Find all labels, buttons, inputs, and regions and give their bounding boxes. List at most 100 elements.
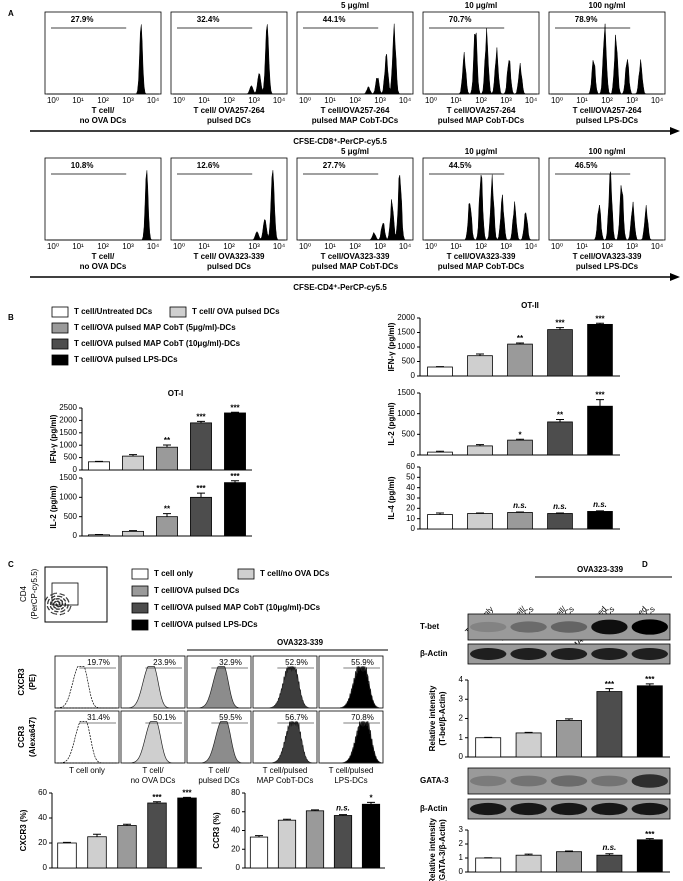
y-axis-label: IL-2 (pg/ml) bbox=[387, 402, 396, 445]
x-tick-label: 10⁴ bbox=[525, 96, 538, 105]
dot bbox=[47, 602, 49, 605]
blot-band bbox=[591, 775, 628, 787]
dot bbox=[49, 603, 52, 606]
x-tick-label: 10² bbox=[349, 242, 361, 251]
y-tick-label: 1000 bbox=[397, 409, 415, 418]
legend-label: T cell/OVA pulsed MAP CobT (10μg/ml)-DCs bbox=[74, 339, 241, 348]
bar bbox=[507, 343, 533, 377]
y-tick-label: 4 bbox=[459, 675, 464, 684]
y-tick-label: 2 bbox=[459, 839, 464, 848]
dot bbox=[44, 600, 47, 602]
row-label: (PE) bbox=[28, 674, 37, 690]
y-tick-label: 500 bbox=[402, 429, 416, 438]
x-tick-label: 10¹ bbox=[198, 96, 210, 105]
legend-swatch bbox=[131, 585, 149, 597]
x-tick-label: 10² bbox=[475, 96, 487, 105]
histogram bbox=[299, 174, 411, 241]
histogram bbox=[56, 666, 117, 709]
x-tick-label: 10³ bbox=[626, 242, 638, 251]
x-tick-label: 10⁴ bbox=[147, 96, 160, 105]
y-axis-label: IL-4 (pg/ml) bbox=[387, 476, 396, 519]
dot bbox=[50, 594, 52, 596]
y-tick-label: 20 bbox=[231, 844, 240, 853]
sample-label: pulsed MAP CobT-DCs bbox=[438, 116, 525, 125]
legend-swatch bbox=[131, 619, 149, 631]
y-tick-label: 1500 bbox=[59, 428, 77, 437]
error-bar bbox=[93, 833, 101, 837]
significance: n.s. bbox=[336, 804, 350, 813]
y-tick-label: 40 bbox=[231, 826, 240, 835]
bar bbox=[88, 534, 110, 537]
bar bbox=[177, 797, 197, 869]
legend-swatch bbox=[51, 354, 69, 366]
bar bbox=[556, 851, 582, 873]
bar bbox=[587, 323, 613, 377]
dot bbox=[56, 610, 58, 613]
gate-percent: 27.7% bbox=[323, 161, 346, 170]
blot-band bbox=[510, 775, 547, 787]
y-tick-label: 50 bbox=[406, 472, 415, 481]
dot bbox=[57, 595, 59, 598]
sample-label: pulsed LPS-DCs bbox=[576, 116, 639, 125]
x-tick-label: 10³ bbox=[500, 96, 512, 105]
error-bar bbox=[565, 850, 573, 852]
blot-band bbox=[470, 621, 507, 633]
gate-percent: 70.8% bbox=[351, 713, 374, 722]
dot bbox=[67, 610, 69, 612]
y-tick-label: 1 bbox=[459, 853, 464, 862]
bar bbox=[333, 815, 353, 869]
blot-band bbox=[550, 621, 588, 633]
blot-band bbox=[631, 648, 668, 660]
significance: *** bbox=[595, 314, 605, 323]
error-bar bbox=[197, 420, 205, 423]
bar bbox=[224, 482, 246, 537]
x-tick-label: 10¹ bbox=[576, 242, 588, 251]
error-bar bbox=[516, 342, 524, 345]
x-tick-label: 10¹ bbox=[324, 96, 336, 105]
y-tick-label: 40 bbox=[38, 813, 47, 822]
bar bbox=[117, 825, 137, 869]
y-tick-label: 1000 bbox=[59, 492, 77, 501]
legend-label: T cell/OVA pulsed LPS-DCs bbox=[74, 355, 178, 364]
bar bbox=[122, 530, 144, 537]
bar bbox=[515, 854, 542, 873]
error-bar bbox=[283, 818, 291, 821]
histogram-frame bbox=[54, 710, 120, 764]
legend-swatch bbox=[131, 602, 149, 614]
error-bar bbox=[153, 801, 161, 803]
y-tick-label: 0 bbox=[459, 867, 464, 876]
significance: *** bbox=[555, 319, 565, 328]
gate-percent: 55.9% bbox=[351, 658, 374, 667]
y-tick-label: 60 bbox=[38, 788, 47, 797]
blot-band bbox=[591, 648, 628, 660]
x-tick-label: 10² bbox=[601, 242, 613, 251]
histogram-frame bbox=[44, 157, 162, 241]
error-bar bbox=[367, 801, 375, 805]
sample-label: T cell/ OVA323-339 bbox=[194, 252, 266, 261]
gate-percent: 32.4% bbox=[197, 15, 220, 24]
legend-label: T cell/OVA pulsed DCs bbox=[154, 586, 240, 595]
bar bbox=[156, 446, 178, 471]
x-tick-label: 10⁴ bbox=[651, 242, 664, 251]
x-tick-label: 10³ bbox=[374, 96, 386, 105]
error-bar bbox=[129, 530, 137, 532]
bar bbox=[556, 720, 582, 758]
column-label: T cell/pulsed bbox=[329, 766, 374, 775]
dot bbox=[53, 602, 56, 604]
y-tick-label: 20 bbox=[38, 838, 47, 847]
chart-title: OT-I bbox=[168, 389, 184, 398]
bar bbox=[467, 445, 493, 456]
y-axis-label: Relative intensity bbox=[428, 685, 437, 751]
chart-title: OT-II bbox=[521, 301, 539, 310]
x-tick-label: 10⁰ bbox=[173, 96, 185, 105]
blot-band bbox=[510, 802, 547, 816]
error-bar bbox=[123, 823, 131, 826]
bar bbox=[122, 455, 144, 471]
dot-plot-axis-label: CD4 bbox=[19, 585, 28, 602]
bar bbox=[87, 836, 107, 869]
x-tick-label: 10² bbox=[97, 242, 109, 251]
significance: *** bbox=[152, 793, 162, 802]
dot bbox=[59, 599, 62, 601]
dot bbox=[61, 613, 63, 616]
y-tick-label: 10 bbox=[406, 514, 415, 523]
